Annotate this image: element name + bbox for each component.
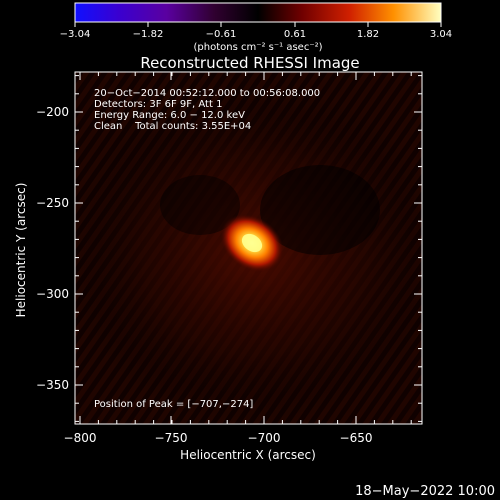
colorbar-tick-label: −0.61 xyxy=(206,29,237,40)
x-tick-label: −650 xyxy=(340,431,373,445)
flare-core xyxy=(241,233,263,253)
info-line: Energy Range: 6.0 − 12.0 keV xyxy=(94,110,245,121)
x-tick-label: −800 xyxy=(64,431,97,445)
info-line: 20−Oct−2014 00:52:12.000 to 00:56:08.000 xyxy=(94,88,320,99)
info-line: Detectors: 3F 6F 9F, Att 1 xyxy=(94,99,222,110)
peak-position: Position of Peak = [−707,−274] xyxy=(94,399,253,410)
footer-timestamp: 18−May−2022 10:00 xyxy=(355,484,495,499)
y-tick-label: −200 xyxy=(36,105,69,119)
y-axis-label: Heliocentric Y (arcsec) xyxy=(14,183,28,318)
colorbar-tick-label: 3.04 xyxy=(430,29,452,40)
image-info: 20−Oct−2014 00:52:12.000 to 00:56:08.000… xyxy=(94,88,320,410)
dark-region xyxy=(260,165,380,255)
y-tick-label: −250 xyxy=(36,196,69,210)
plot-title: Reconstructed RHESSI Image xyxy=(140,54,359,72)
colorbar-gradient xyxy=(74,2,442,23)
y-tick-label: −300 xyxy=(36,287,69,301)
colorbar-tick-label: 0.61 xyxy=(284,29,306,40)
colorbar-unit-label: (photons cm⁻² s⁻¹ asec⁻²) xyxy=(193,42,322,53)
dark-region xyxy=(160,175,240,235)
colorbar-tick-label: −3.04 xyxy=(60,29,91,40)
colorbar-tick-label: 1.82 xyxy=(357,29,379,40)
x-axis-label: Heliocentric X (arcsec) xyxy=(180,448,316,462)
colorbar-ticks xyxy=(74,22,442,27)
info-line: Clean Total counts: 3.55E+04 xyxy=(94,121,251,132)
plot-frame xyxy=(74,71,423,425)
colorbar-tick-label: −1.82 xyxy=(133,29,164,40)
y-tick-label: −350 xyxy=(36,378,69,392)
x-tick-label: −750 xyxy=(155,431,188,445)
x-tick-label: −700 xyxy=(248,431,281,445)
colorbar: −3.04 −1.82 −0.61 0.61 1.82 3.04 (photon… xyxy=(60,2,452,53)
rhessi-image xyxy=(75,72,422,424)
axis-ticks xyxy=(75,72,422,424)
